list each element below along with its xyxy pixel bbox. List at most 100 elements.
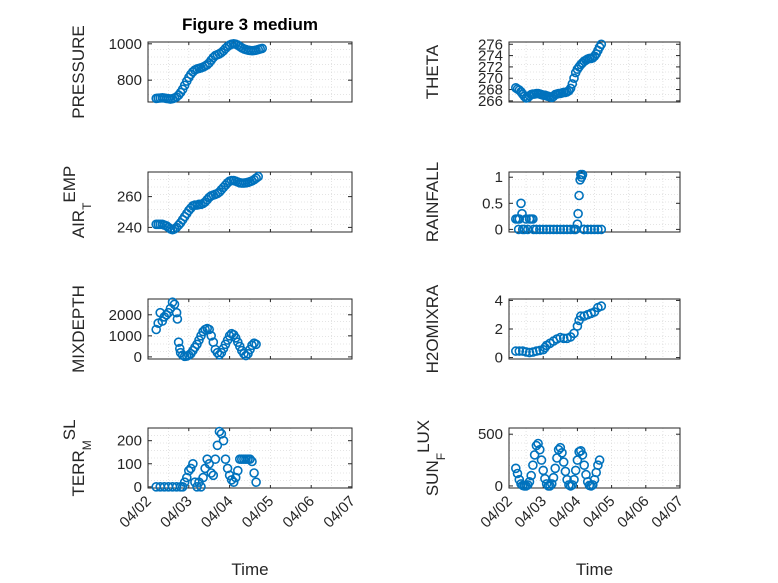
y-axis-label: MIXDEPTH (69, 285, 88, 373)
y-tick-label: 100 (117, 456, 142, 473)
y-tick-label: 240 (117, 219, 142, 236)
y-tick-label: 1000 (109, 328, 142, 345)
y-label-main: SUN (423, 460, 442, 496)
x-tick-label: 04/02 (477, 493, 516, 532)
data-point (171, 481, 182, 492)
y-tick-label: 1000 (109, 36, 142, 53)
data-point (206, 330, 216, 341)
y-axis-label: THETA (423, 44, 442, 99)
y-tick-label: 266 (478, 93, 503, 110)
data-point (208, 470, 219, 481)
data-point (171, 307, 182, 318)
y-tick-label: 272 (478, 59, 503, 76)
axes-box (147, 171, 353, 233)
x-tick-label: 04/03 (157, 493, 196, 532)
subplot-1: 800 1000 PRESSURE Figure 3 medium (69, 15, 353, 119)
data-point (534, 444, 545, 455)
data-point (512, 468, 523, 479)
data-point (224, 470, 235, 481)
data-point (546, 479, 557, 489)
data-point (204, 458, 214, 469)
y-label-rest: EMP (60, 166, 79, 203)
data-point (188, 458, 198, 469)
data-point (514, 346, 525, 356)
data-point (251, 477, 261, 488)
data-point (224, 330, 235, 341)
x-tick-label: 04/03 (511, 493, 550, 532)
data-point (575, 311, 586, 321)
data-point (528, 460, 538, 471)
data-point (577, 169, 588, 180)
chart-title: Figure 3 medium (182, 15, 318, 34)
data-point (167, 297, 178, 308)
data-point (526, 470, 537, 481)
data-point (196, 481, 206, 492)
data-point (550, 463, 561, 474)
y-tick-label: 268 (478, 82, 503, 99)
data-point (210, 454, 221, 465)
data-point (570, 465, 581, 476)
data-point (245, 454, 255, 465)
y-axis-label: AIRTEMP (60, 166, 95, 239)
data-point (173, 337, 184, 348)
data-point (577, 450, 588, 460)
data-point (521, 214, 531, 224)
data-point (214, 426, 225, 437)
y-tick-label: 0 (495, 350, 503, 367)
y-label-sub: T (80, 202, 94, 210)
axes-box (147, 427, 353, 489)
data-point (558, 224, 569, 235)
y-axis-label: RAINFALL (423, 162, 442, 242)
data-point (558, 457, 569, 467)
data-point (579, 460, 590, 471)
data-point (567, 79, 578, 89)
data-point (249, 468, 259, 478)
data-point (528, 224, 539, 235)
data-point (593, 224, 603, 235)
x-tick-label: 04/05 (580, 493, 619, 532)
data-point (593, 460, 603, 471)
data-point (218, 435, 229, 446)
x-tick-label: 04/04 (546, 493, 585, 532)
data-point (573, 208, 583, 219)
data-point (186, 463, 196, 474)
y-label-sub: F (434, 453, 448, 460)
data-point (516, 198, 526, 209)
x-tick-label: 04/07 (648, 493, 687, 532)
data-point (192, 481, 202, 492)
data-point (552, 224, 562, 235)
y-label-sub: M (80, 440, 94, 450)
data-point (536, 455, 547, 465)
y-tick-label: 1 (495, 169, 503, 186)
data-point (574, 190, 584, 201)
y-axis-label: H2OMIXRA (423, 284, 442, 373)
data-point (569, 73, 579, 83)
subplot-3: 240 260 AIRTEMP (60, 166, 353, 239)
y-axis-label: SUNFLUX (414, 420, 449, 496)
data-point (529, 450, 540, 460)
y-label-rest: LUX (414, 420, 433, 453)
data-point (596, 301, 607, 311)
data-point (538, 224, 549, 235)
x-tick-label: 04/07 (320, 493, 359, 532)
data-point (572, 219, 583, 229)
axes-box (508, 298, 681, 360)
data-point (596, 224, 607, 235)
data-point (565, 224, 576, 235)
data-point (557, 447, 567, 458)
y-tick-label: 270 (478, 70, 503, 87)
data-point (524, 476, 535, 487)
data-point (510, 346, 521, 356)
data-point (519, 224, 530, 235)
y-tick-label: 2 (495, 321, 503, 338)
y-tick-label: 0.5 (482, 195, 503, 212)
y-tick-label: 0 (495, 478, 503, 495)
y-tick-label: 0 (134, 349, 142, 366)
data-point (548, 472, 559, 483)
y-tick-label: 260 (117, 189, 142, 206)
y-tick-label: 2000 (109, 307, 142, 324)
data-point (545, 481, 555, 491)
data-point (555, 224, 566, 235)
x-tick-label: 04/04 (198, 493, 237, 532)
